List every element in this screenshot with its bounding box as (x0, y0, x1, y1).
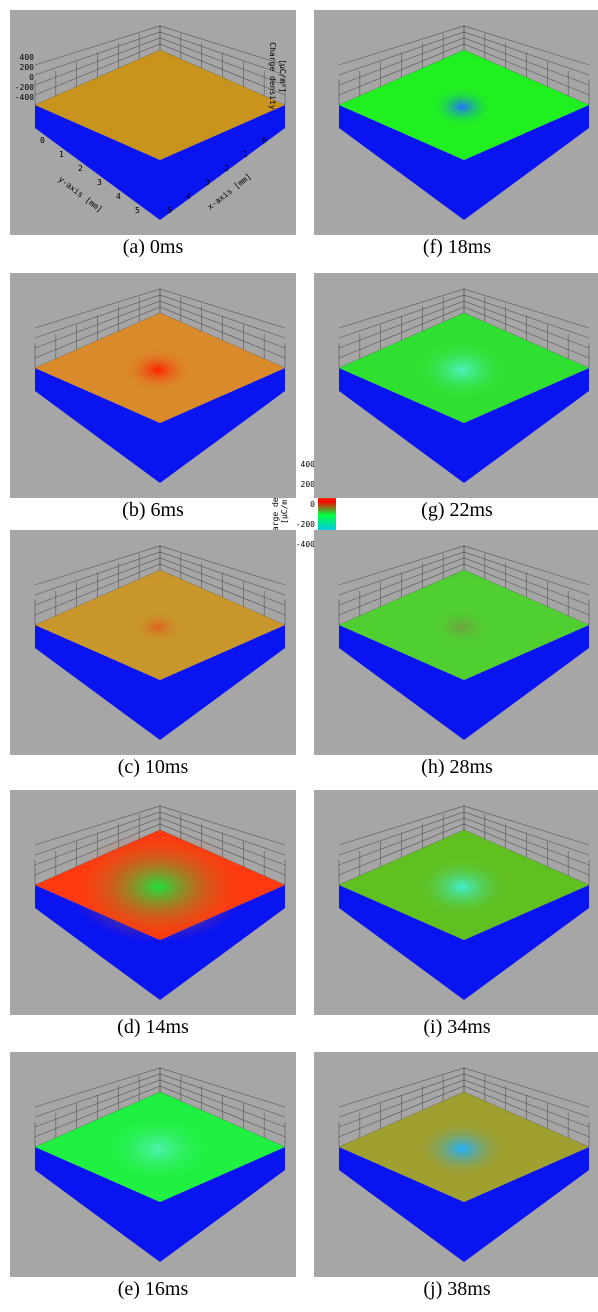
surface-spot (123, 348, 193, 392)
surface-plot (314, 790, 598, 1015)
colorbar-tick-label: 200 (301, 480, 316, 489)
caption: (e) 16ms (10, 1278, 296, 1301)
surface-spot (132, 611, 183, 643)
caption: (f) 18ms (314, 236, 598, 259)
caption: (a) 0ms (10, 236, 296, 259)
z-tick-label: 0 (29, 73, 34, 82)
surface-spot (414, 857, 510, 917)
y-tick-label: 3 (97, 178, 102, 187)
surface-plot (314, 10, 598, 235)
z-axis-unit: [μC/m²] (278, 59, 287, 93)
surface-spot (430, 607, 494, 647)
surface-plot (10, 273, 296, 498)
y-tick-label: 4 (116, 192, 121, 201)
y-tick-label: 0 (40, 136, 45, 145)
surface-spot (70, 832, 246, 942)
y-tick-label: 2 (78, 164, 83, 173)
surface-plot (314, 530, 598, 755)
surface-plot (314, 1052, 598, 1277)
z-tick-label: -200 (15, 83, 34, 92)
figure: {"panels": [ {"caption": "(a) 0ms"}, {"c… (0, 0, 598, 1312)
surface-spot (414, 340, 510, 400)
caption: (c) 10ms (10, 756, 296, 779)
surface-spot (102, 1114, 214, 1184)
z-tick-label: 200 (20, 63, 35, 72)
y-tick-label: 5 (135, 206, 140, 215)
x-tick-label: 1 (243, 150, 248, 159)
caption: (g) 22ms (314, 499, 598, 522)
caption: (i) 34ms (314, 1016, 598, 1039)
surface-plot (10, 1052, 296, 1277)
surface-spot (417, 1121, 507, 1177)
caption: (d) 14ms (10, 1016, 296, 1039)
colorbar-tick-label: -400 (296, 540, 315, 549)
surface-plot (314, 273, 598, 498)
z-axis-title: Charge density (268, 42, 277, 110)
x-tick-label: 2 (224, 164, 229, 173)
surface-spot (430, 87, 494, 127)
x-tick-label: 0 (262, 136, 267, 145)
colorbar-tick-label: -200 (296, 520, 315, 529)
z-tick-label: 400 (20, 53, 35, 62)
z-tick-label: -400 (15, 93, 34, 102)
surface-plot (10, 530, 296, 755)
surface-plot (10, 790, 296, 1015)
caption: (j) 38ms (314, 1278, 598, 1301)
caption: (h) 28ms (314, 756, 598, 779)
y-tick-label: 1 (59, 150, 64, 159)
colorbar-tick-label: 400 (301, 460, 316, 469)
x-tick-label: 3 (205, 178, 210, 187)
caption: (b) 6ms (10, 499, 296, 522)
x-tick-label: 4 (186, 192, 191, 201)
x-tick-label: 5 (167, 206, 172, 215)
